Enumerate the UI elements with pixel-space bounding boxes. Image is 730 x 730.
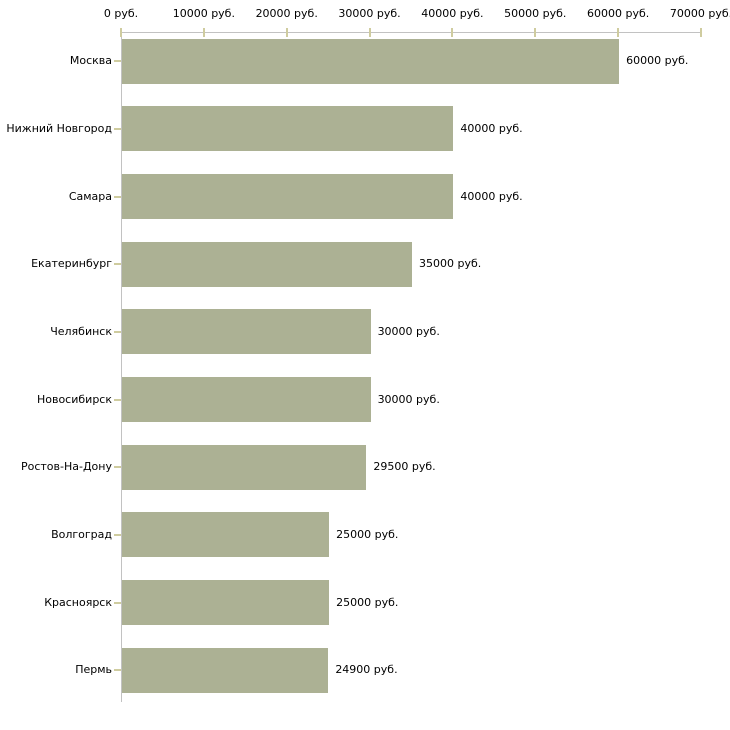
x-axis-tick [202,28,205,37]
value-label: 40000 руб. [460,189,523,203]
x-axis-tick [534,28,537,37]
category-label: Волгоград [51,527,112,541]
x-axis-tick-label: 20000 руб. [255,7,318,20]
value-label: 30000 руб. [377,392,440,406]
y-axis-tick [114,533,121,536]
value-label: 35000 руб. [419,257,482,271]
bar [122,512,330,558]
category-label: Ростов-На-Дону [20,460,112,474]
value-label: 40000 руб. [460,121,523,135]
x-axis-line [121,32,701,33]
x-axis-tick-label: 30000 руб. [338,7,401,20]
y-axis-tick [114,127,121,130]
y-axis-tick [114,330,121,333]
category-label: Самара [68,189,112,203]
bar [122,580,330,625]
x-axis-tick-label: 0 руб. [103,7,139,20]
bar [122,106,454,152]
x-axis-tick-label: 60000 руб. [587,7,650,20]
category-label: Красноярск [44,595,112,609]
value-label: 29500 руб. [373,460,436,474]
category-label: Челябинск [50,324,112,338]
value-label: 25000 руб. [336,595,399,609]
x-axis-tick [368,28,371,37]
y-axis-tick [114,195,121,198]
value-label: 30000 руб. [377,324,440,338]
x-axis-tick [285,28,288,37]
bar [122,38,620,84]
y-axis-tick [114,601,121,604]
bar [122,309,371,355]
value-label: 24900 руб. [335,663,398,677]
x-axis-tick-label: 40000 руб. [421,7,484,20]
bar [122,174,454,220]
category-label: Екатеринбург [31,257,112,271]
bar [122,647,329,693]
bar [122,241,412,287]
y-axis-line [121,32,122,702]
bar [122,444,367,490]
x-axis-tick-label: 50000 руб. [504,7,567,20]
category-label: Новосибирск [36,392,112,406]
y-axis-tick [114,669,121,672]
x-axis-tick [700,28,702,37]
category-label: Москва [69,54,112,68]
x-axis-tick [120,28,122,37]
category-label: Пермь [75,663,112,677]
y-axis-tick [114,466,121,469]
y-axis-tick [114,263,121,266]
x-axis-tick [617,28,620,37]
x-axis-tick [451,28,454,37]
x-axis-tick-label: 70000 руб. [669,7,730,20]
bar [122,377,371,423]
category-label: Нижний Новгород [6,121,112,135]
value-label: 60000 руб. [626,54,689,68]
y-axis-tick [114,398,121,401]
x-axis-tick-label: 10000 руб. [172,7,235,20]
y-axis-tick [114,60,121,63]
value-label: 25000 руб. [336,527,399,541]
